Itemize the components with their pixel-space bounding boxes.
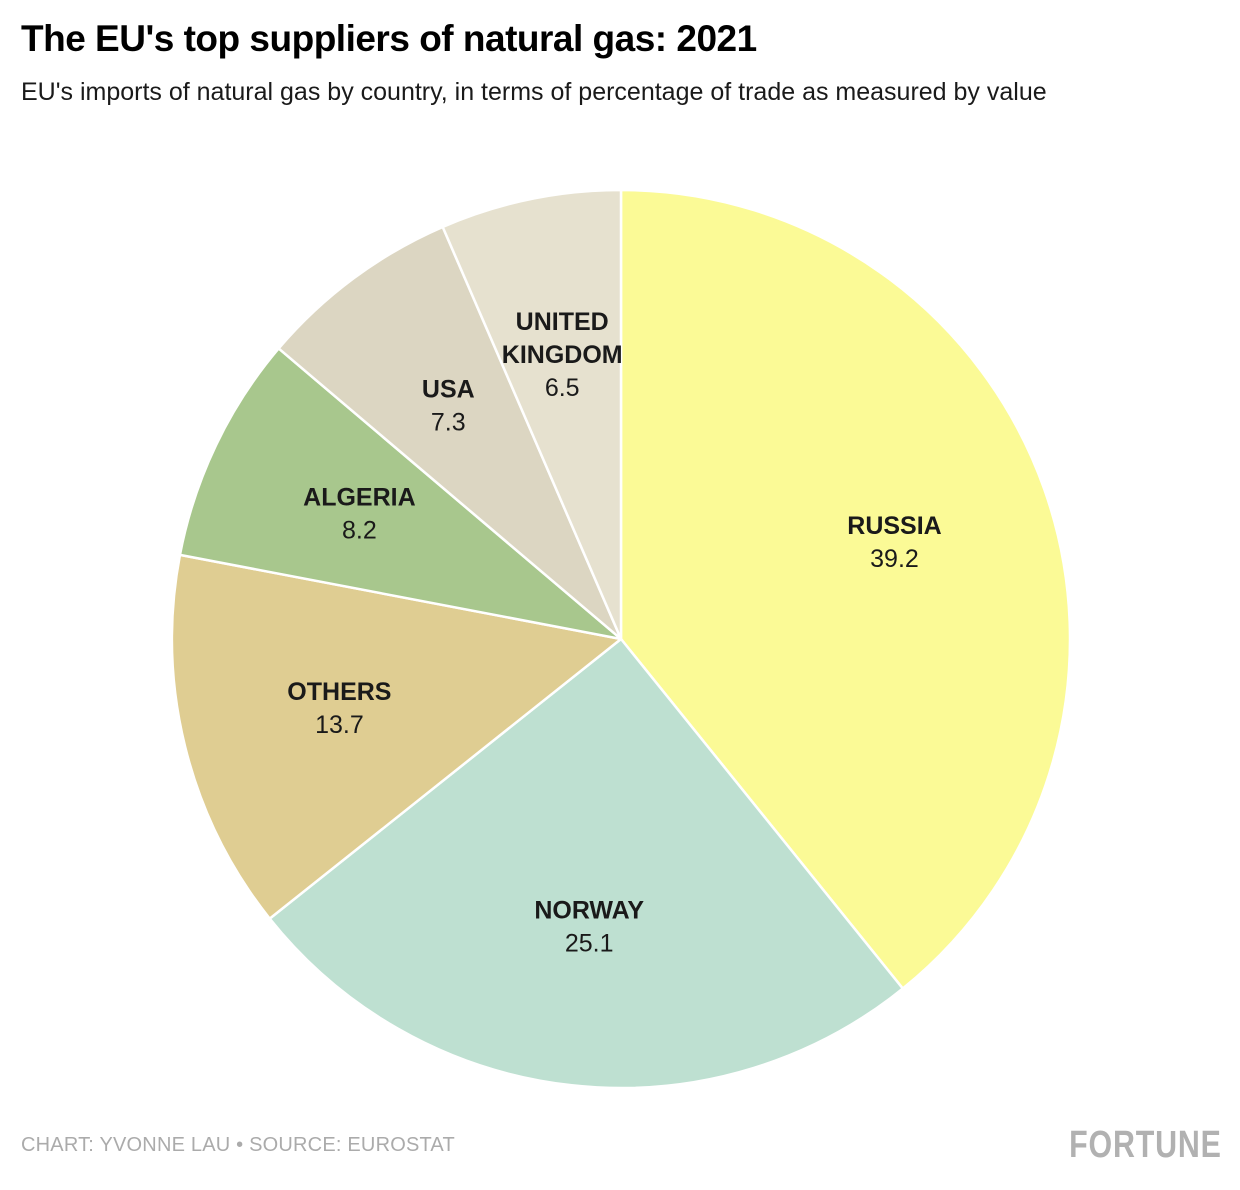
slice-label-usa: USA (422, 376, 475, 404)
slice-value-russia: 39.2 (870, 545, 919, 573)
chart-subtitle: EU's imports of natural gas by country, … (21, 78, 1047, 106)
slice-value-others: 13.7 (315, 711, 364, 739)
slice-label-norway: NORWAY (534, 897, 644, 925)
pie-slice-algeria[interactable] (178, 347, 623, 641)
slice-label-others: OTHERS (287, 678, 391, 706)
slice-label-united-kingdom: UNITED (516, 308, 609, 336)
pie-slice-others[interactable] (170, 553, 623, 920)
pie-slice-russia[interactable] (619, 188, 1072, 990)
fortune-logo: FORTUNE (1069, 1124, 1222, 1166)
pie-slice-united-kingdom[interactable] (441, 188, 623, 641)
slice-value-united-kingdom: 6.5 (545, 374, 580, 402)
chart-title: The EU's top suppliers of natural gas: 2… (21, 18, 757, 59)
footer-credit: CHART: YVONNE LAU • SOURCE: EUROSTAT (21, 1134, 455, 1156)
slice-label-united-kingdom: KINGDOM (502, 341, 623, 369)
slice-value-norway: 25.1 (565, 930, 614, 958)
slice-label-russia: RUSSIA (847, 512, 941, 540)
slice-value-algeria: 8.2 (342, 516, 377, 544)
slice-label-algeria: ALGERIA (303, 483, 416, 511)
pie-slice-norway[interactable] (268, 637, 905, 1090)
pie-slice-usa[interactable] (277, 225, 623, 641)
slice-value-usa: 7.3 (431, 409, 466, 437)
